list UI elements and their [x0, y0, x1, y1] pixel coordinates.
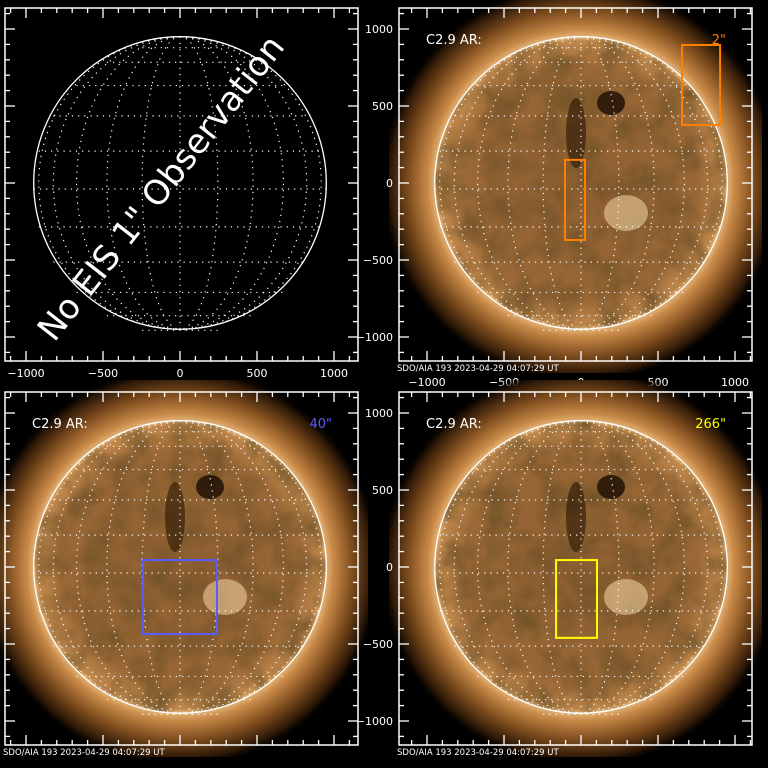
y-tick-label: 500 — [372, 484, 393, 497]
y-tick-label: 1000 — [365, 407, 393, 420]
panel-top-right: −1000−5000500100010005000−500−1000SDO/AI… — [356, 0, 762, 389]
eis-field-of-view-box — [142, 559, 218, 635]
x-tick-label: −500 — [88, 367, 118, 380]
no-observation-message: No EIS 1" Observation — [30, 28, 293, 349]
instrument-caption: SDO/AIA 193 2023-04-29 04:07:29 UT — [397, 364, 559, 374]
panel-bottom-right: 1000 500 0 −500 −1000 SDO/AIA 193 2023-04-29 … — [356, 380, 762, 758]
instrument-caption: SDO/AIA 193 2023-04-29 04:07:29 UT — [397, 748, 559, 758]
instrument-caption: SDO/AIA 193 2023-04-29 04:07:29 UT — [3, 748, 165, 758]
x-tick-label: 1000 — [721, 376, 749, 389]
panel-bottom-left: SDO/AIA 193 2023-04-29 04:07:29 UT C2.9 A… — [0, 380, 368, 758]
x-tick-label: 0 — [177, 367, 184, 380]
panel-top-left: −1000 −500 0 500 1000 No EIS 1" Observation — [4, 7, 359, 380]
active-region — [604, 195, 648, 231]
disk-texture — [434, 36, 728, 330]
meridian-line — [580, 36, 620, 330]
coronal-hole — [597, 91, 625, 115]
active-region — [203, 579, 247, 615]
coronal-hole-channel — [566, 482, 586, 552]
active-region — [604, 579, 648, 615]
coronal-hole-channel — [566, 98, 586, 168]
meridian-line — [179, 420, 219, 714]
sun-image — [389, 0, 762, 373]
coronal-hole — [597, 475, 625, 499]
exposure-label: 40" — [309, 417, 332, 432]
x-tick-label: −1000 — [7, 367, 44, 380]
eis-field-of-view-box — [555, 559, 599, 639]
meridian-line — [542, 420, 582, 714]
plot-frame — [398, 7, 753, 362]
x-tick-label: −1000 — [408, 376, 445, 389]
y-tick-label: 0 — [386, 561, 393, 574]
plot-frame — [398, 391, 753, 746]
x-tick-label: 500 — [247, 367, 268, 380]
limb-circle — [434, 420, 728, 714]
limb-circle — [33, 420, 327, 714]
eis-field-of-view-box — [681, 44, 722, 126]
disk-texture — [33, 420, 327, 714]
y-tick-label: 500 — [372, 100, 393, 113]
plot-frame — [4, 7, 359, 362]
meridian-line — [580, 420, 620, 714]
y-tick-label: −500 — [363, 254, 393, 267]
limb-circle — [33, 36, 327, 330]
plot-frame — [4, 391, 359, 746]
meridian-line — [141, 420, 181, 714]
exposure-label: 266" — [695, 417, 726, 432]
y-tick-label: 0 — [386, 177, 393, 190]
meridian-line — [179, 36, 219, 330]
y-tick-label: −1000 — [356, 331, 393, 344]
x-tick-label: 1000 — [320, 367, 348, 380]
coronal-hole-channel — [165, 482, 185, 552]
y-tick-label: −1000 — [356, 715, 393, 728]
disk-texture — [434, 420, 728, 714]
flare-label: C2.9 AR: — [426, 417, 482, 432]
sun-image — [389, 380, 762, 757]
meridian-line — [542, 36, 582, 330]
y-tick-label: −500 — [363, 638, 393, 651]
coronal-hole — [196, 475, 224, 499]
y-tick-label: 1000 — [365, 23, 393, 36]
flare-label: C2.9 AR: — [426, 33, 482, 48]
flare-label: C2.9 AR: — [32, 417, 88, 432]
limb-circle — [434, 36, 728, 330]
eis-field-of-view-box — [563, 158, 587, 241]
meridian-line — [141, 36, 181, 330]
